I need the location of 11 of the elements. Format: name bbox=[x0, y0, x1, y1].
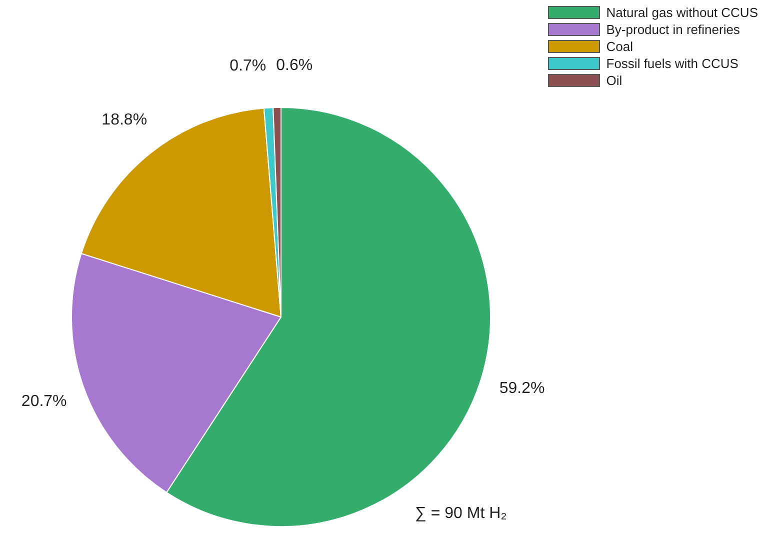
legend-label: Fossil fuels with CCUS bbox=[606, 56, 738, 71]
data-label: 20.7% bbox=[21, 392, 67, 410]
legend-label: Natural gas without CCUS bbox=[606, 5, 758, 20]
text: ∑ = 90 Mt H₂ bbox=[415, 505, 507, 523]
data-label: 0.7% bbox=[230, 57, 266, 74]
legend-label: By-product in refineries bbox=[606, 22, 740, 37]
data-label: 18.8% bbox=[102, 112, 148, 129]
data-label: 59.2% bbox=[499, 380, 545, 398]
data-label: 0.6% bbox=[276, 56, 313, 74]
legend-label: Oil bbox=[606, 73, 622, 88]
legend-label: Coal bbox=[606, 39, 634, 54]
